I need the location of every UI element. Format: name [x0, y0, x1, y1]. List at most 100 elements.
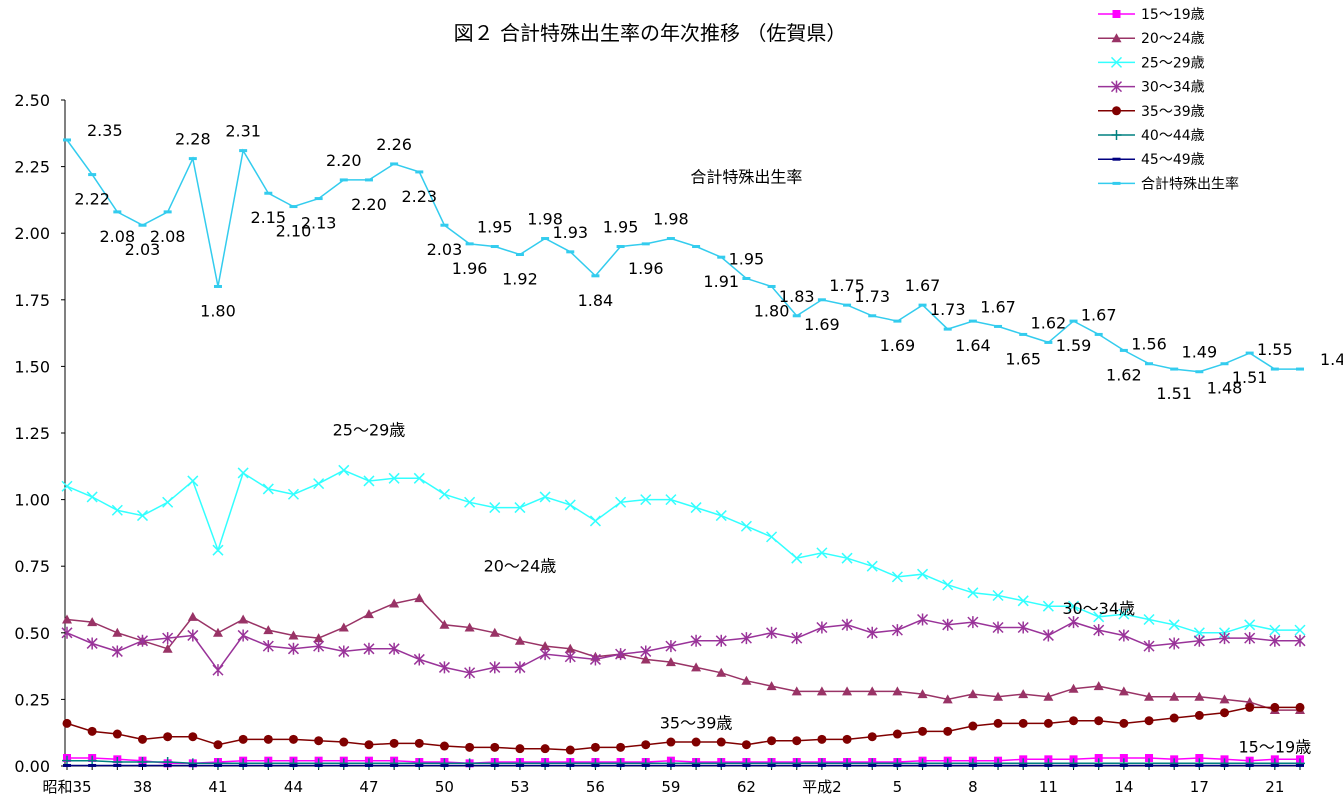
series-4 [62, 702, 1305, 755]
data-point [187, 629, 199, 642]
data-point [111, 504, 123, 516]
data-point [1168, 637, 1180, 650]
data-point [514, 661, 526, 674]
legend-label: 合計特殊出生率 [1141, 175, 1239, 192]
data-point [842, 734, 852, 744]
data-point [740, 520, 752, 532]
legend-item: 15～19歳 [1098, 7, 1205, 23]
data-label: 1.95 [477, 218, 513, 237]
data-point [892, 729, 902, 739]
data-point [665, 640, 677, 653]
data-point [515, 744, 525, 754]
series-2 [61, 464, 1306, 639]
data-point [740, 632, 752, 645]
annotations: 合計特殊出生率 25～29歳 20～24歳 30～34歳 35～39歳 15～19歳 [333, 168, 1312, 757]
data-point [364, 740, 374, 750]
data-point [992, 589, 1004, 602]
data-point [61, 626, 73, 639]
data-point [968, 721, 978, 731]
data-label: 1.49 [1182, 343, 1218, 362]
data-label: 2.03 [125, 240, 161, 259]
data-point [1119, 754, 1128, 763]
series-annotation: 合計特殊出生率 [690, 168, 802, 187]
legend-label: 45～49歳 [1141, 152, 1205, 168]
data-point [589, 515, 601, 527]
data-point [741, 740, 751, 750]
data-point [514, 635, 525, 645]
data-label: 2.22 [74, 190, 110, 209]
data-label: 1.98 [653, 210, 689, 229]
series-line [66, 618, 1300, 674]
data-label: 1.56 [1131, 335, 1167, 354]
data-point [891, 624, 903, 637]
data-point [313, 633, 324, 643]
data-label: 1.67 [1081, 305, 1117, 324]
data-point [489, 502, 501, 514]
y-tick-label: 1.25 [14, 424, 50, 443]
data-label: 1.49 [1320, 350, 1343, 369]
data-point [263, 734, 273, 744]
legend-item: 合計特殊出生率 [1098, 175, 1239, 192]
data-point [993, 718, 1003, 728]
data-point [263, 625, 274, 635]
data-point [1043, 718, 1053, 728]
data-point [1270, 702, 1280, 712]
data-point [1112, 10, 1121, 18]
data-point [1118, 608, 1130, 620]
data-point [792, 736, 802, 746]
data-label: 1.69 [804, 315, 840, 334]
data-point [389, 598, 400, 608]
y-tick-label: 1.50 [14, 357, 50, 376]
data-point [665, 657, 676, 667]
data-point [590, 742, 600, 752]
data-point [1067, 600, 1080, 612]
data-label: 2.03 [427, 240, 463, 259]
data-point [540, 641, 551, 651]
data-point [1144, 691, 1155, 701]
series-line [67, 757, 1300, 765]
data-label: 1.92 [502, 270, 538, 289]
data-point [943, 726, 953, 736]
data-point [1194, 710, 1204, 720]
data-point [665, 494, 677, 506]
data-point [866, 560, 878, 572]
data-point [313, 640, 325, 653]
x-tick-label: 14 [1114, 778, 1133, 796]
y-tick-label: 0.00 [14, 757, 50, 776]
legend: 15～19歳 20～24歳 25～29歳 30～34歳 35～39歳 40～44歳 45～4… [1098, 7, 1239, 192]
data-point [917, 689, 928, 699]
data-point [1219, 694, 1230, 704]
series-line [66, 597, 1300, 711]
data-label: 1.62 [1031, 313, 1067, 332]
data-point [891, 571, 903, 583]
data-point [564, 650, 576, 663]
data-point [539, 648, 551, 661]
data-point [791, 632, 803, 645]
data-point [1244, 632, 1256, 645]
data-point [1220, 708, 1230, 718]
series-annotation: 20～24歳 [484, 557, 557, 576]
series-line [66, 139, 1300, 373]
data-label: 1.80 [200, 301, 236, 320]
data-point [1042, 629, 1054, 642]
data-point [842, 686, 853, 696]
data-point [1018, 718, 1028, 728]
series-3 [61, 613, 1306, 679]
data-point [162, 643, 173, 653]
data-label: 1.91 [703, 272, 739, 291]
data-point [61, 480, 73, 492]
data-point [589, 653, 601, 666]
data-point [87, 726, 97, 736]
data-point [1094, 754, 1103, 763]
data-point [338, 622, 349, 632]
data-point [917, 568, 929, 580]
data-label: 1.59 [1056, 336, 1092, 355]
series-annotation: 15～19歳 [1238, 738, 1311, 757]
data-point [791, 552, 803, 564]
data-point [1169, 691, 1180, 701]
data-point [967, 616, 979, 629]
data-point [1093, 624, 1105, 637]
data-point [439, 619, 450, 629]
data-label: 1.62 [1106, 365, 1142, 384]
data-label: 2.23 [401, 187, 437, 206]
